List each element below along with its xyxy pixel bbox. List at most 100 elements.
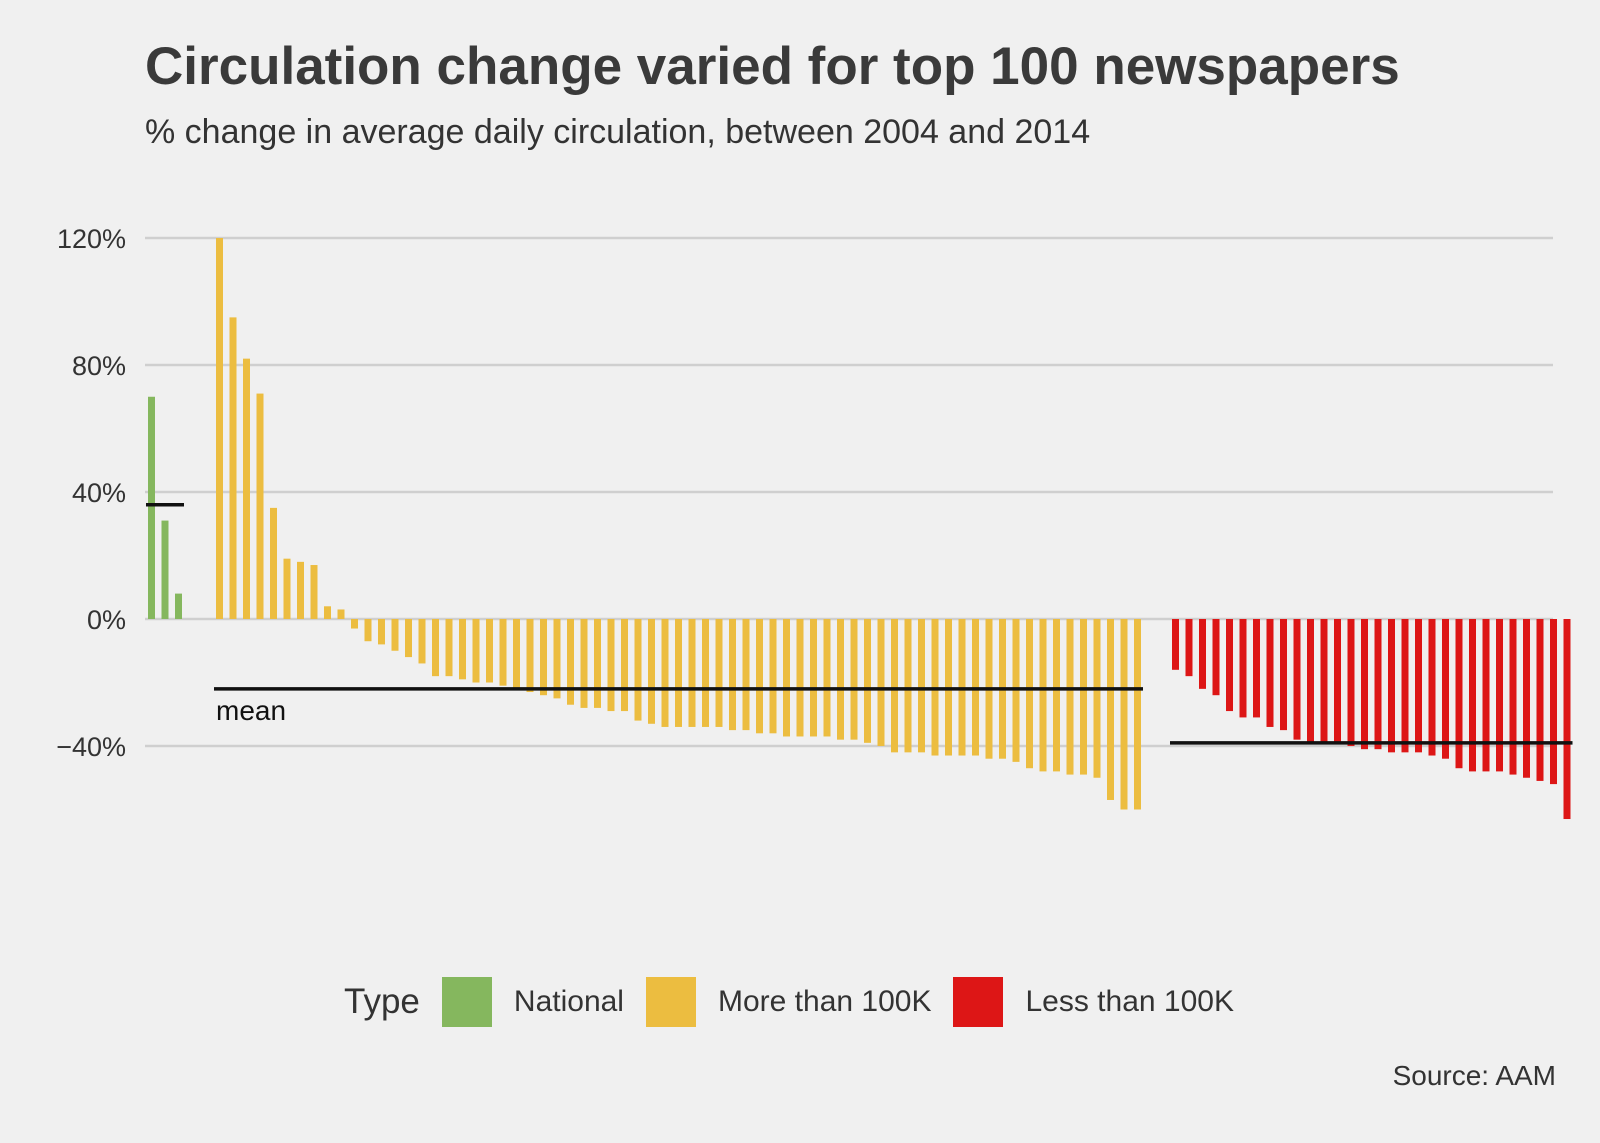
bar: [1120, 619, 1128, 810]
gridlines: [145, 236, 1553, 748]
bar: [1415, 619, 1422, 753]
legend-swatch-national: [441, 977, 492, 1027]
legend-item-more-than-100k: More than 100K: [645, 977, 932, 1027]
chart-title: Circulation change varied for top 100 ne…: [145, 37, 1400, 96]
bar: [769, 619, 777, 734]
bar: [256, 393, 264, 619]
bar: [1226, 619, 1233, 712]
legend-swatch-less-than-100k: [953, 977, 1004, 1027]
bar: [1388, 619, 1395, 753]
bar: [270, 507, 277, 619]
bar: [715, 619, 723, 727]
bar: [567, 619, 574, 705]
bar: [607, 619, 615, 712]
mean-lines: [146, 502, 1573, 745]
bar: [742, 619, 750, 731]
bar: [486, 619, 493, 683]
bar: [1107, 619, 1114, 800]
legend: Type National More than 100K Less than 1…: [0, 977, 1600, 1027]
bar: [918, 619, 925, 753]
bar: [1361, 619, 1368, 750]
bar: [1496, 619, 1503, 772]
legend-label-more-than-100k: More than 100K: [717, 985, 932, 1018]
bar: [1307, 619, 1314, 743]
bar: [823, 619, 831, 737]
bar: [850, 619, 858, 740]
bar: [337, 609, 345, 619]
bar: [513, 619, 520, 689]
bar: [1523, 619, 1530, 778]
bar: [688, 619, 696, 727]
bar: [1550, 619, 1557, 785]
bar: [216, 238, 223, 619]
bar: [526, 619, 534, 693]
bar: [378, 619, 385, 645]
bar: [1266, 619, 1274, 727]
bar: [1469, 619, 1476, 772]
bar: [540, 619, 547, 696]
bar-chart: 120% 80% 40% 0% −40% mean: [56, 224, 1573, 820]
legend-label-less-than-100k: Less than 100K: [1025, 985, 1234, 1018]
bar: [432, 619, 439, 677]
bar: [1563, 619, 1571, 820]
bar: [459, 619, 466, 680]
source-note: Source: AAM: [1392, 1060, 1556, 1091]
bar: [1374, 619, 1382, 750]
bar: [594, 619, 601, 708]
bar: [1185, 619, 1193, 677]
bar: [1066, 619, 1074, 775]
bar: [1039, 619, 1047, 772]
bar: [648, 619, 655, 724]
bar: [864, 619, 871, 743]
bar: [796, 619, 804, 737]
bar: [1172, 619, 1179, 670]
bar: [1053, 619, 1060, 772]
bar: [756, 619, 763, 734]
bar: [1093, 619, 1101, 778]
y-tick-label: 40%: [72, 478, 126, 508]
y-tick-label: 120%: [57, 224, 126, 254]
bar: [499, 619, 507, 686]
legend-label-national: National: [513, 985, 624, 1018]
bar: [783, 619, 790, 737]
legend-item-national: National: [441, 977, 624, 1027]
bar: [702, 619, 709, 727]
bar: [729, 619, 736, 731]
bar: [580, 619, 588, 708]
legend-swatch-more-than-100k: [645, 977, 696, 1027]
bar: [1239, 619, 1247, 718]
bar: [661, 619, 669, 727]
bar: [1134, 619, 1141, 810]
bar: [634, 619, 642, 721]
bar: [1455, 619, 1463, 769]
bar: [810, 619, 817, 737]
bar: [1280, 619, 1287, 731]
chart-subtitle: % change in average daily circulation, b…: [145, 113, 1091, 151]
bar: [1080, 619, 1087, 775]
bar: [351, 619, 358, 629]
bar: [472, 619, 480, 683]
bar: [445, 619, 453, 677]
legend-title: Type: [344, 982, 420, 1021]
bar: [553, 619, 561, 699]
bar: [1442, 619, 1449, 759]
bar: [175, 593, 182, 619]
bar: [1401, 619, 1409, 753]
bar: [1293, 619, 1301, 740]
y-tick-label: 0%: [87, 605, 126, 635]
bar: [1253, 619, 1260, 718]
bar: [1347, 619, 1355, 746]
bar: [621, 619, 628, 712]
bar: [1536, 619, 1544, 781]
bar: [877, 619, 885, 746]
bar: [243, 358, 250, 619]
bar: [391, 619, 399, 651]
bar: [1509, 619, 1517, 775]
bar: [297, 561, 304, 619]
y-tick-label: 80%: [72, 351, 126, 381]
bar: [1320, 619, 1328, 743]
bar: [229, 317, 237, 619]
bar: [1026, 619, 1033, 769]
bar: [1482, 619, 1490, 772]
bar: [891, 619, 898, 753]
